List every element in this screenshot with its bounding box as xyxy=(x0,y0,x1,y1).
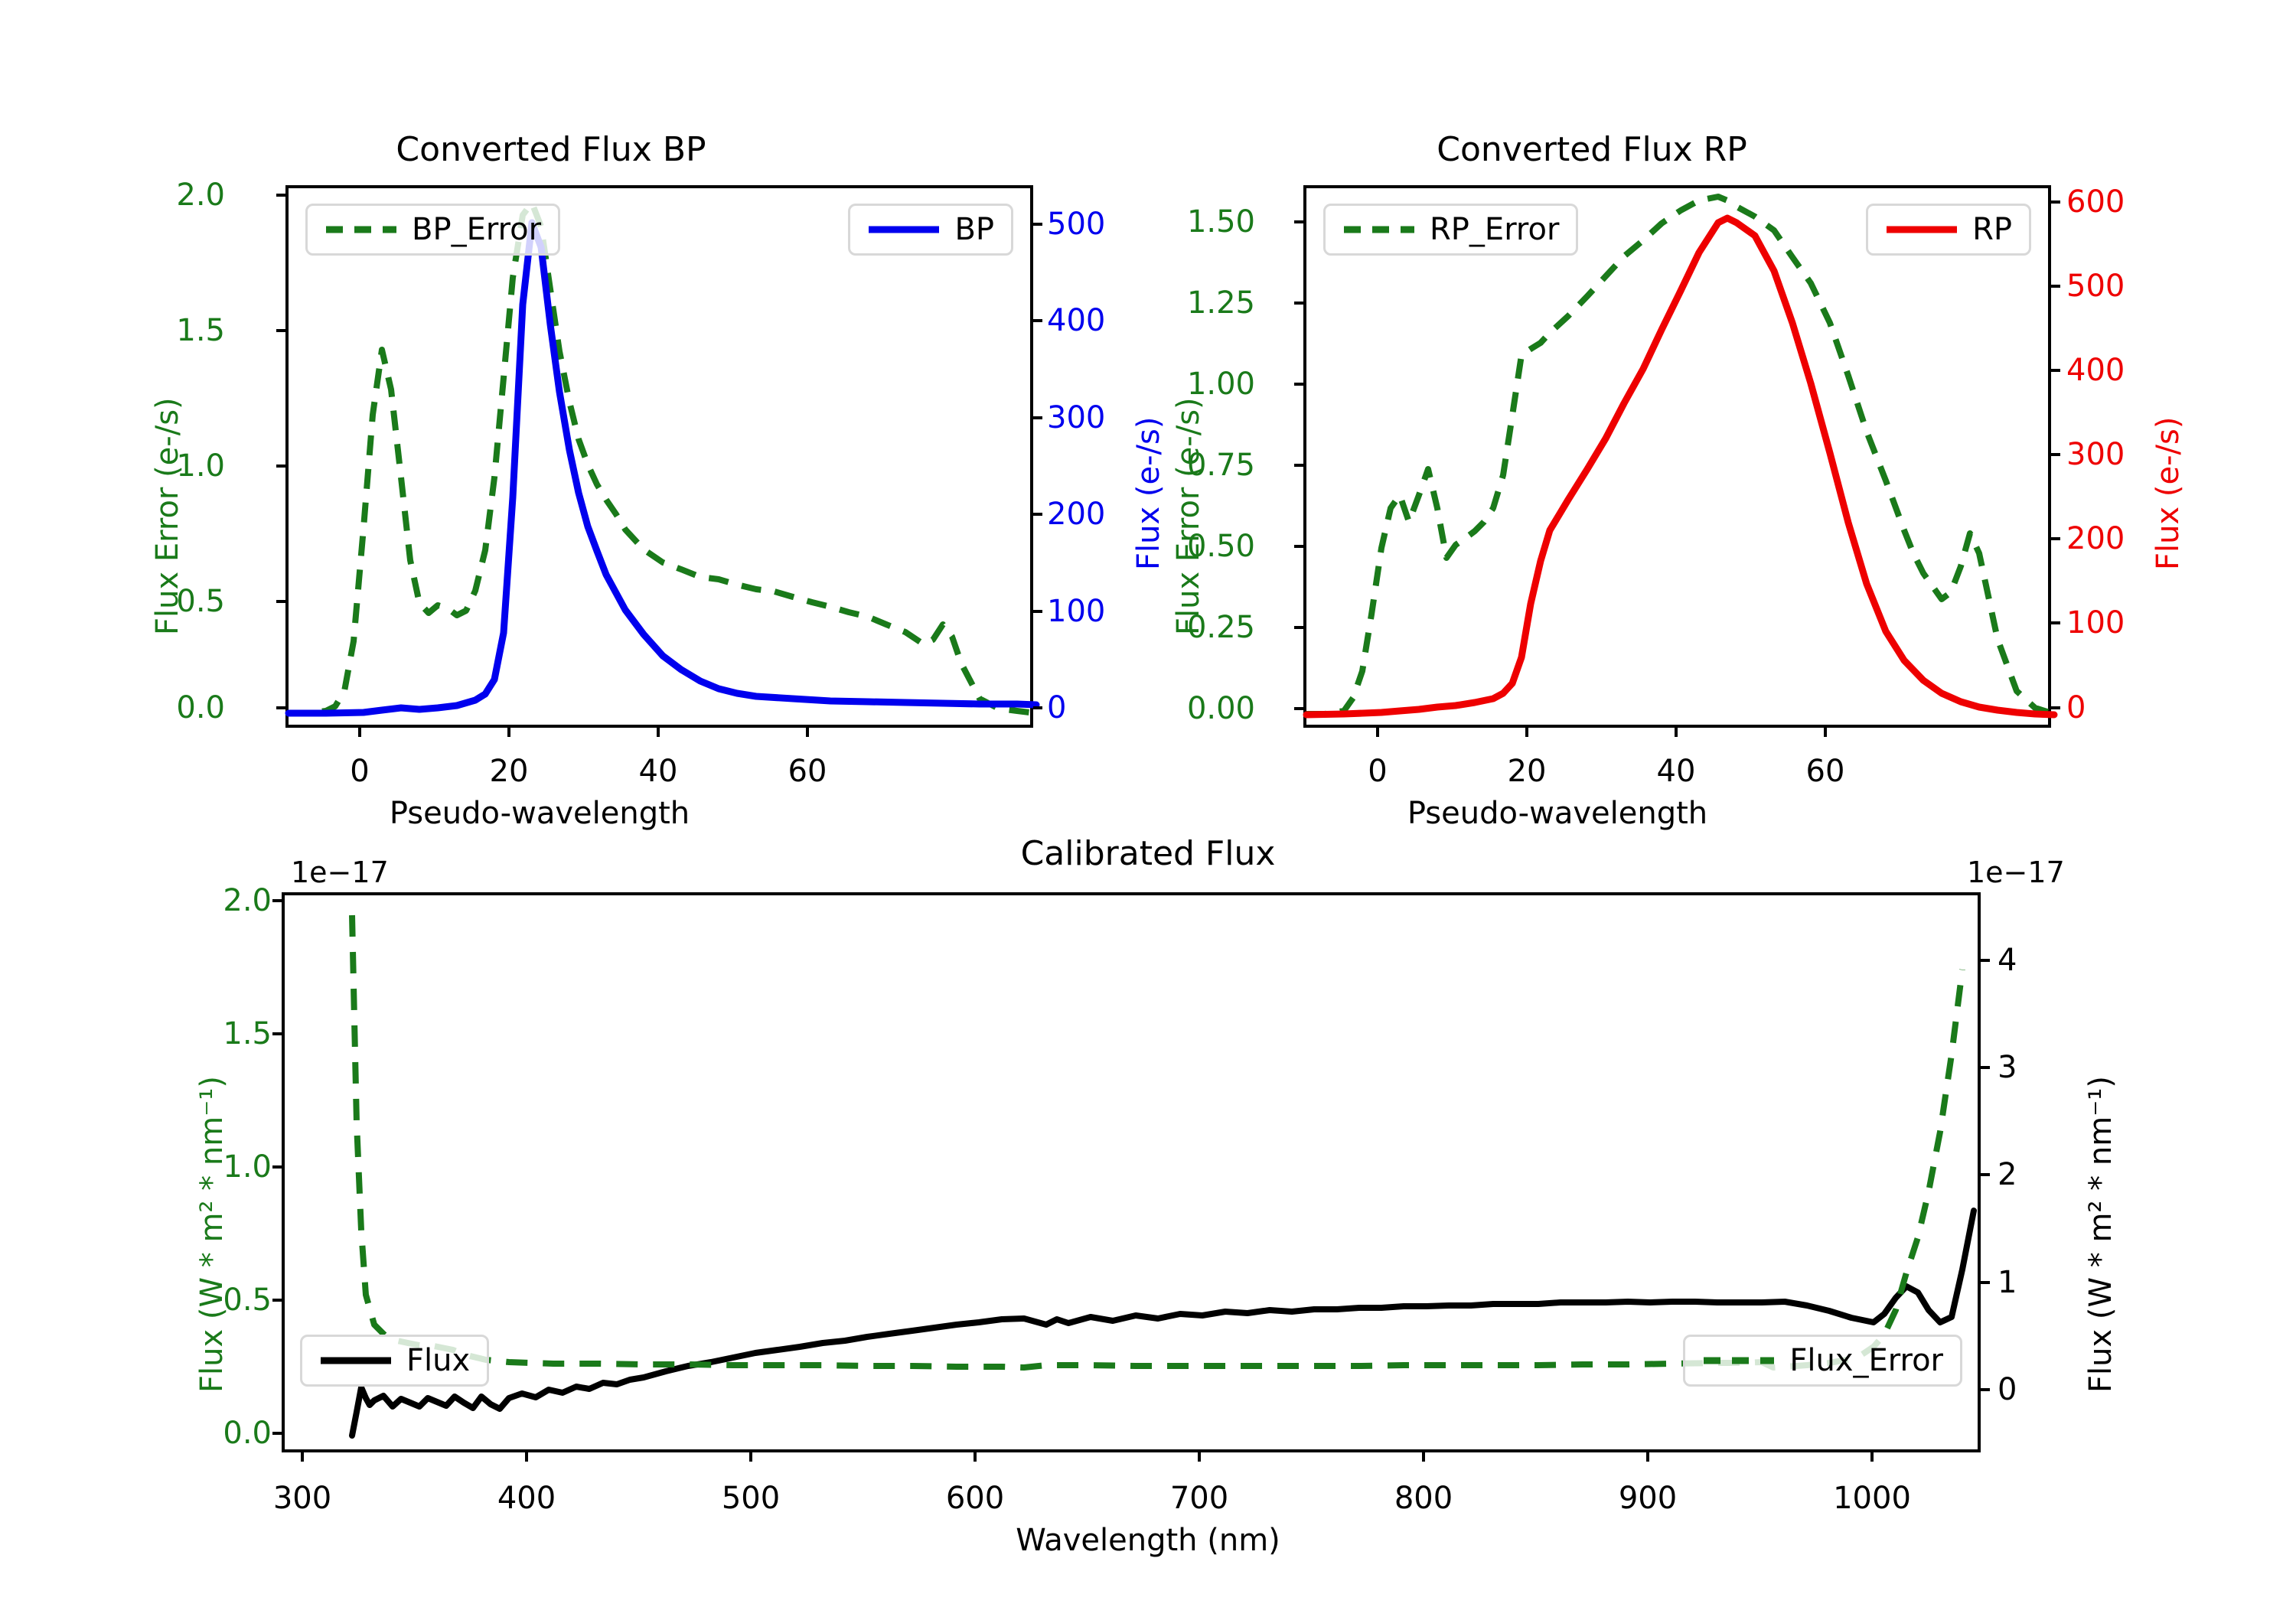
cal-xtick-400: 400 xyxy=(497,1481,556,1516)
rp-xtick-40: 40 xyxy=(1656,754,1696,789)
calibrated-flux-error-legend-swatch xyxy=(1704,1357,1775,1364)
cal-ytick-right-1: 1 xyxy=(1998,1265,2017,1300)
cal-xtick-500: 500 xyxy=(721,1481,781,1516)
calibrated-left-offset-text: 1e−17 xyxy=(291,856,389,889)
cal-ytick-left-1.5: 1.5 xyxy=(223,1016,272,1051)
cal-xtick-700: 700 xyxy=(1169,1481,1229,1516)
rp-legend-flux-label: RP xyxy=(1972,212,2012,247)
cal-xtick-900: 900 xyxy=(1618,1481,1678,1516)
rp-curves-svg xyxy=(1303,194,2058,719)
bp-xtick-40: 40 xyxy=(638,754,678,789)
cal-ytick-right-0: 0 xyxy=(1998,1372,2017,1407)
rp-ytick-left-1.50: 1.50 xyxy=(1186,204,1255,240)
rp-ytick-left-0.75: 0.75 xyxy=(1186,448,1255,483)
bp-legend-flux-label: BP xyxy=(954,212,994,247)
calibrated-legend-flux[interactable]: Flux xyxy=(300,1335,490,1387)
rp-ytick-left-0.00: 0.00 xyxy=(1186,691,1255,726)
rp-ytick-right-100: 100 xyxy=(2066,605,2125,641)
calibrated-curves-svg xyxy=(349,914,1977,1439)
calibrated-right-offset-text: 1e−17 xyxy=(1967,856,2065,889)
bp-ytick-right-200: 200 xyxy=(1047,497,1106,532)
bp-xtick-60: 60 xyxy=(788,754,827,789)
cal-ytick-right-2: 2 xyxy=(1998,1157,2017,1192)
rp-ytick-left-0.50: 0.50 xyxy=(1186,529,1255,564)
rp-legend-error[interactable]: RP_Error xyxy=(1323,204,1579,256)
bp-legend-error[interactable]: BP_Error xyxy=(305,204,561,256)
rp-error-legend-swatch xyxy=(1344,226,1414,233)
cal-ytick-left-2.0: 2.0 xyxy=(223,883,272,918)
bp-ytick-right-100: 100 xyxy=(1047,594,1106,629)
calibrated-flux-error-curve xyxy=(349,914,1965,1371)
rp-xlabel: Pseudo-wavelength xyxy=(1407,796,1708,831)
cal-ytick-left-1.0: 1.0 xyxy=(223,1149,272,1185)
bp-xtick-0: 0 xyxy=(350,754,370,789)
rp-ytick-right-0: 0 xyxy=(2066,690,2086,725)
cal-ytick-right-4: 4 xyxy=(1998,943,2017,978)
rp-flux-curve xyxy=(1303,214,2058,719)
bp-flux-legend-swatch xyxy=(869,226,940,233)
cal-xtick-1000: 1000 xyxy=(1833,1481,1911,1516)
rp-xtick-0: 0 xyxy=(1368,754,1388,789)
bp-ytick-left-2: 2.0 xyxy=(176,178,225,213)
bp-legend-error-label: BP_Error xyxy=(412,212,542,247)
rp-legend-error-label: RP_Error xyxy=(1430,212,1560,247)
bp-legend-flux[interactable]: BP xyxy=(848,204,1013,256)
calibrated-legend-flux-error[interactable]: Flux_Error xyxy=(1683,1335,1962,1387)
bp-ytick-left-1: 1.0 xyxy=(176,448,225,484)
bp-ytick-right-300: 300 xyxy=(1047,400,1106,435)
cal-ytick-left-0.5: 0.5 xyxy=(223,1283,272,1318)
cal-xtick-600: 600 xyxy=(945,1481,1005,1516)
bp-flux-curve xyxy=(285,219,1040,717)
cal-ytick-right-3: 3 xyxy=(1998,1050,2017,1085)
rp-ytick-right-400: 400 xyxy=(2066,353,2125,388)
rp-flux-legend-swatch xyxy=(1887,226,1958,233)
rp-legend-flux[interactable]: RP xyxy=(1866,204,2031,256)
rp-panel-title: Converted Flux RP xyxy=(1437,130,1747,169)
calibrated-flux-legend-swatch xyxy=(321,1357,391,1364)
bp-ytick-left-0: 0.0 xyxy=(176,690,225,725)
bp-ytick-right-500: 500 xyxy=(1047,207,1106,242)
bp-ytick-right-0: 0 xyxy=(1047,690,1067,725)
rp-ytick-left-0.25: 0.25 xyxy=(1186,610,1255,645)
bp-xtick-20: 20 xyxy=(489,754,529,789)
calibrated-plot-area: Flux Flux_Error xyxy=(282,892,1981,1452)
rp-ytick-left-1.25: 1.25 xyxy=(1186,285,1255,321)
calibrated-xlabel: Wavelength (nm) xyxy=(1016,1523,1280,1558)
rp-ytick-right-600: 600 xyxy=(2066,184,2125,220)
bp-error-legend-swatch xyxy=(326,226,396,233)
rp-xtick-20: 20 xyxy=(1507,754,1547,789)
bp-ytick-left-0.5: 0.5 xyxy=(176,584,225,619)
rp-ytick-left-1.00: 1.00 xyxy=(1186,367,1255,402)
bp-ytick-right-400: 400 xyxy=(1047,303,1106,338)
bp-xlabel: Pseudo-wavelength xyxy=(389,796,690,831)
rp-error-curve xyxy=(1306,194,2056,717)
rp-ytick-right-300: 300 xyxy=(2066,437,2125,472)
rp-plot-area: RP_Error RP xyxy=(1303,185,2058,728)
cal-xtick-800: 800 xyxy=(1394,1481,1453,1516)
calibrated-flux-curve xyxy=(349,1208,1977,1439)
cal-xtick-300: 300 xyxy=(272,1481,332,1516)
bp-ytick-left-1.5: 1.5 xyxy=(176,313,225,348)
cal-ytick-left-0.0: 0.0 xyxy=(223,1416,272,1451)
rp-ytick-right-200: 200 xyxy=(2066,521,2125,556)
rp-ytick-right-500: 500 xyxy=(2066,269,2125,304)
bp-panel-title: Converted Flux BP xyxy=(396,130,706,169)
calibrated-panel-title: Calibrated Flux xyxy=(1020,834,1276,873)
calibrated-legend-flux-label: Flux xyxy=(406,1343,471,1378)
bp-error-curve xyxy=(289,200,1037,716)
bp-curves-svg xyxy=(285,200,1040,717)
rp-xtick-60: 60 xyxy=(1805,754,1845,789)
bp-plot-area: BP_Error BP xyxy=(285,185,1040,728)
calibrated-legend-flux-error-label: Flux_Error xyxy=(1789,1343,1943,1378)
